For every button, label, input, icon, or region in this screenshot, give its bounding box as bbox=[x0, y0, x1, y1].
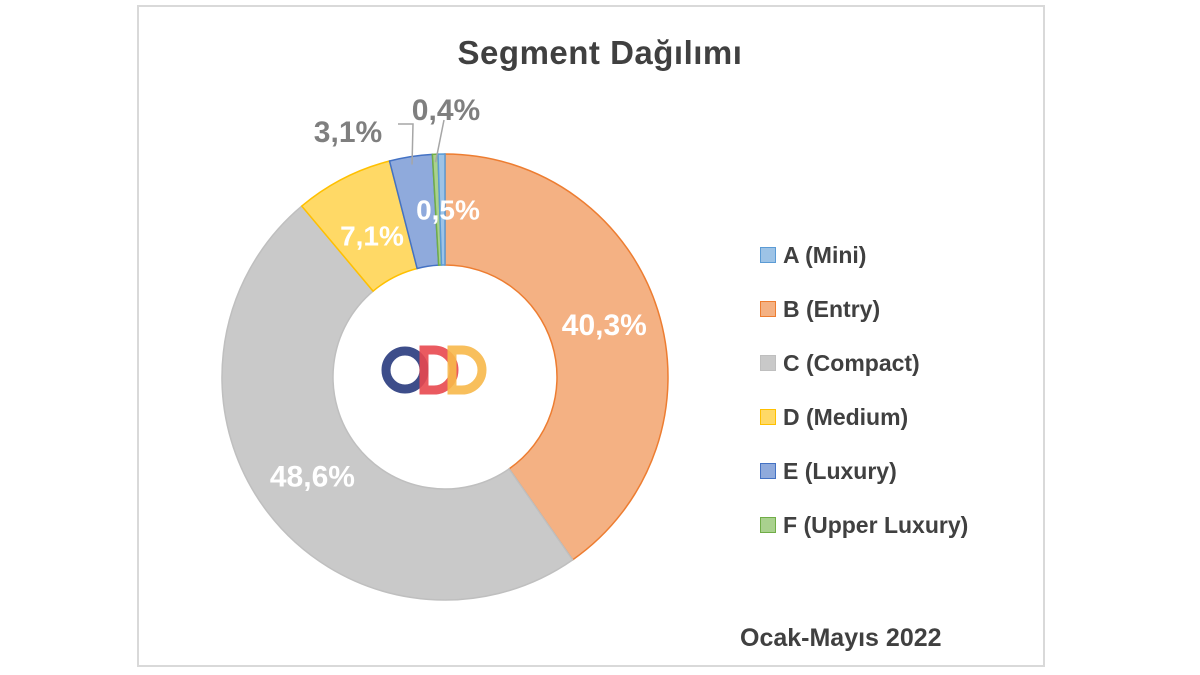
legend-label: C (Compact) bbox=[783, 349, 920, 376]
slice-1 bbox=[444, 153, 669, 561]
legend-swatch bbox=[760, 463, 776, 479]
legend-label: D (Medium) bbox=[783, 403, 909, 430]
legend-item: E (Luxury) bbox=[760, 444, 968, 498]
legend-label: E (Luxury) bbox=[783, 457, 897, 484]
slice-0 bbox=[437, 153, 446, 266]
legend-item: D (Medium) bbox=[760, 390, 968, 444]
logo-ring-d bbox=[447, 345, 487, 395]
legend-swatch bbox=[760, 301, 776, 317]
data-label-2: 48,6% bbox=[270, 460, 355, 493]
data-label-0: 0,5% bbox=[416, 194, 480, 225]
chart-legend: A (Mini) B (Entry) C (Compact) D (Medium) E … bbox=[760, 228, 968, 552]
legend-label: A (Mini) bbox=[783, 241, 867, 268]
data-label-1: 40,3% bbox=[562, 309, 647, 342]
opd-logo bbox=[381, 345, 487, 395]
data-label-3: 7,1% bbox=[340, 220, 404, 251]
logo-ring-o bbox=[381, 346, 429, 394]
leader-line-5 bbox=[434, 119, 445, 163]
chart-subtitle: Ocak-Mayıs 2022 bbox=[740, 624, 942, 652]
data-label-5: 0,4% bbox=[412, 94, 480, 127]
legend-label: F (Upper Luxury) bbox=[783, 511, 969, 538]
chart-title: Segment Dağılımı bbox=[457, 34, 743, 71]
legend-swatch bbox=[760, 409, 776, 425]
legend-item: A (Mini) bbox=[760, 228, 968, 282]
legend-item: C (Compact) bbox=[760, 336, 968, 390]
legend-swatch bbox=[760, 517, 776, 533]
leader-line-4 bbox=[398, 123, 414, 165]
legend-item: F (Upper Luxury) bbox=[760, 498, 968, 552]
slice-2 bbox=[221, 205, 574, 601]
legend-swatch bbox=[760, 355, 776, 371]
legend-swatch bbox=[760, 247, 776, 263]
legend-label: B (Entry) bbox=[783, 295, 881, 322]
legend-item: B (Entry) bbox=[760, 282, 968, 336]
data-label-4: 3,1% bbox=[314, 116, 382, 149]
